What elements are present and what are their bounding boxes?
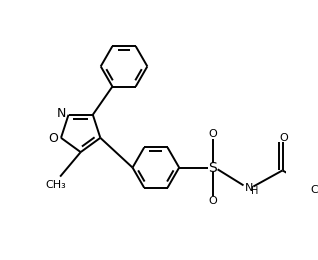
Text: O: O (280, 133, 288, 144)
Text: O: O (48, 132, 58, 145)
Text: CH₃: CH₃ (310, 185, 318, 195)
Text: H: H (251, 186, 259, 196)
Text: O: O (209, 196, 218, 206)
Text: O: O (209, 129, 218, 139)
Text: N: N (245, 183, 253, 193)
Text: N: N (57, 107, 66, 120)
Text: CH₃: CH₃ (45, 180, 66, 190)
Text: S: S (209, 161, 218, 174)
